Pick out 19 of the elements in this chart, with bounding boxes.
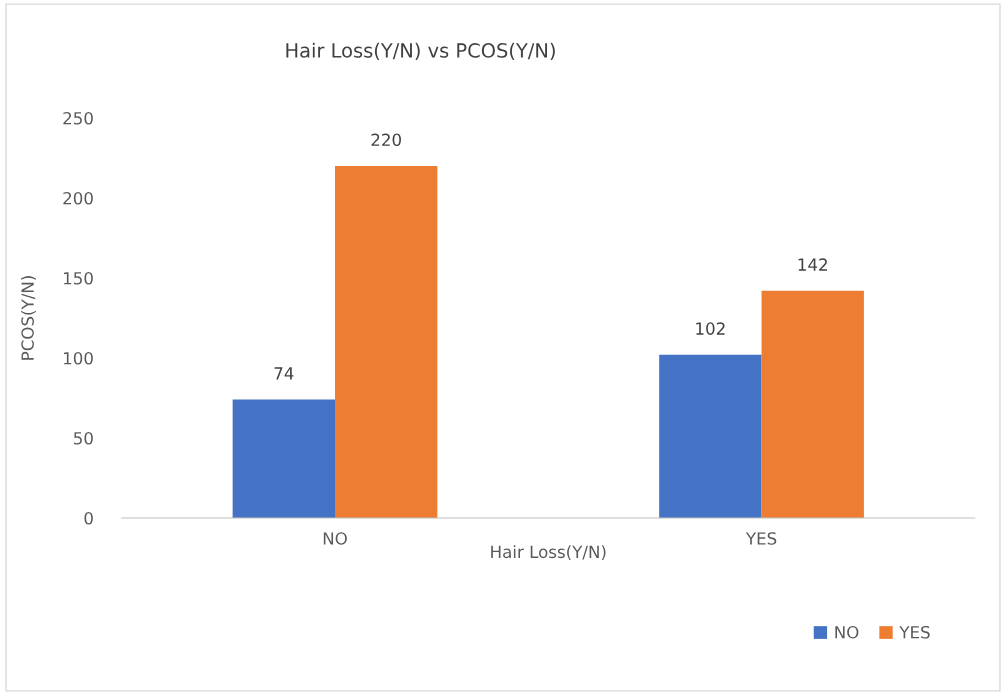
y-tick-label: 0 bbox=[84, 511, 93, 525]
y-tick-label: 150 bbox=[63, 271, 93, 285]
data-label: 220 bbox=[371, 133, 401, 147]
bar bbox=[659, 354, 762, 518]
bar bbox=[335, 166, 438, 518]
chart-title: Hair Loss(Y/N) vs PCOS(Y/N) bbox=[286, 42, 555, 61]
bar bbox=[232, 399, 335, 518]
y-tick-label: 100 bbox=[63, 351, 93, 365]
data-label: 102 bbox=[696, 322, 725, 335]
bar bbox=[761, 290, 864, 518]
y-tick-label: 50 bbox=[74, 431, 93, 445]
data-label: 142 bbox=[798, 258, 827, 271]
legend-label: NO bbox=[835, 625, 859, 639]
x-axis-title: Hair Loss(Y/N) bbox=[491, 545, 606, 561]
legend-label: YES bbox=[899, 625, 930, 639]
y-tick-label: 200 bbox=[63, 191, 93, 205]
y-tick-label: 250 bbox=[63, 111, 93, 125]
y-axis-title: PCOS(Y/N) bbox=[21, 276, 36, 360]
data-label: 74 bbox=[274, 367, 294, 380]
